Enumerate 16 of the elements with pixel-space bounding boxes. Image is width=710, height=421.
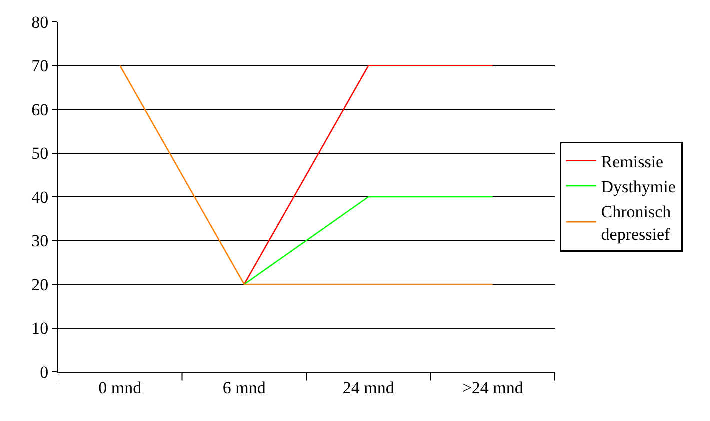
y-tick-label: 30 — [32, 232, 49, 251]
y-tick-label: 60 — [32, 100, 49, 120]
y-tick-label: 10 — [32, 319, 49, 338]
legend-label: Remissie — [601, 152, 664, 172]
y-tick-label: 80 — [32, 12, 49, 32]
y-tick-label: 40 — [32, 188, 49, 207]
y-tick-label: 70 — [32, 56, 49, 76]
x-tick-label: 24 mnd — [342, 378, 395, 398]
legend-label: Chronisch depressief — [601, 202, 672, 244]
y-tick-label: 50 — [32, 144, 49, 164]
y-tick-label: 20 — [32, 275, 49, 294]
x-tick-label: >24 mnd — [462, 378, 524, 398]
legend-label: Dysthymie — [601, 178, 676, 197]
x-tick-label: 6 mnd — [222, 378, 266, 398]
y-tick-label: 0 — [40, 362, 49, 382]
x-tick-label: 0 mnd — [98, 378, 142, 398]
